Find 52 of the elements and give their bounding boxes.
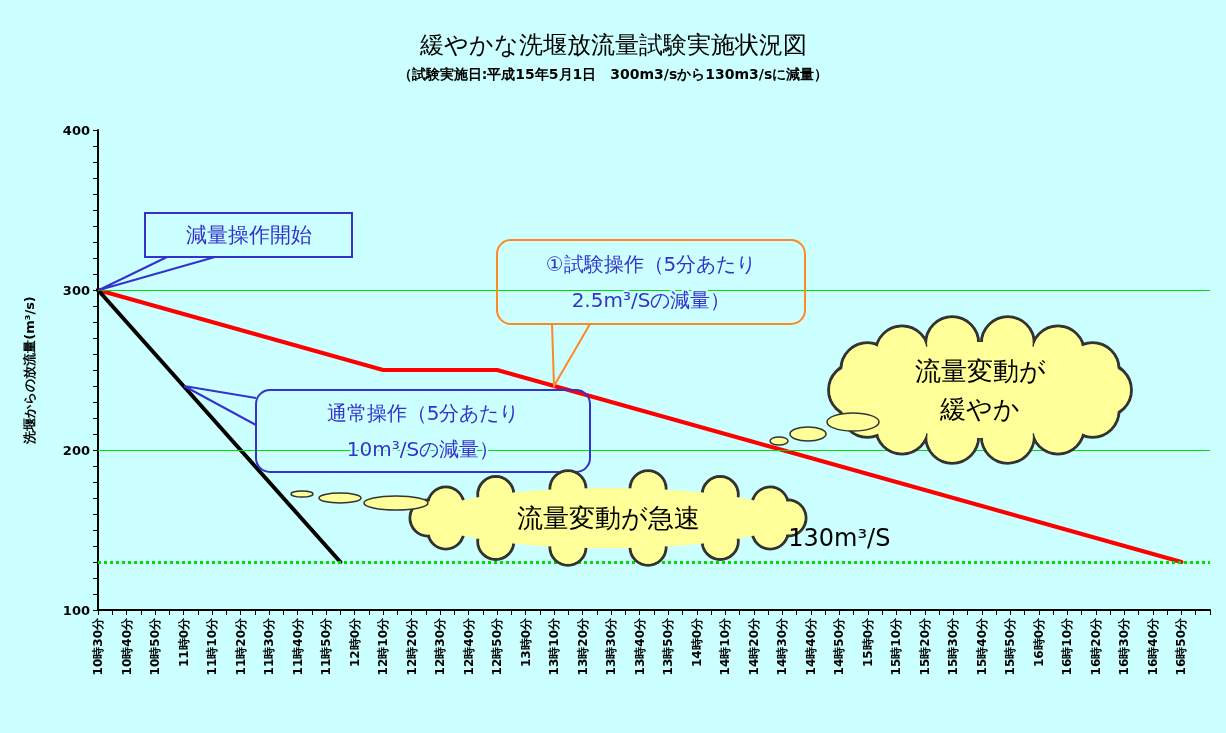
x-tick-label: 12時40分 <box>461 617 476 676</box>
x-tick-label: 11時30分 <box>262 617 277 676</box>
x-tick-label: 16時30分 <box>1117 617 1132 676</box>
x-tick-label: 10時30分 <box>91 617 105 676</box>
y-tick-label: 100 <box>62 602 90 618</box>
x-tick-label: 15時40分 <box>974 617 989 676</box>
x-tick-label: 16時40分 <box>1145 617 1160 676</box>
chart-title: 緩やかな洗堰放流量試験実施状況図 <box>418 31 807 59</box>
x-tick-label: 13時10分 <box>547 617 562 676</box>
x-tick-label: 15時20分 <box>917 617 932 676</box>
x-tick-label: 14時0分 <box>689 617 704 668</box>
x-tick-label: 11時50分 <box>319 617 334 676</box>
annotation: 流量変動が急速 <box>516 503 700 533</box>
x-tick-label: 14時20分 <box>746 617 761 676</box>
annotation: 減量操作開始 <box>185 223 312 247</box>
x-tick-label: 11時0分 <box>176 617 191 668</box>
annotation: ①試験操作（5分あたり2.5m³/Sの減量） <box>545 252 757 312</box>
x-tick-label: 11時10分 <box>205 617 220 676</box>
x-tick-label: 11時40分 <box>290 617 305 676</box>
x-tick-label: 13時40分 <box>632 617 647 676</box>
y-tick-label: 400 <box>62 122 90 138</box>
x-tick-label: 10時50分 <box>148 617 163 676</box>
x-tick-label: 13時50分 <box>661 617 676 676</box>
x-tick-label: 13時0分 <box>518 617 533 668</box>
x-tick-label: 13時20分 <box>575 617 590 676</box>
x-tick-label: 15時30分 <box>946 617 961 676</box>
x-tick-label: 15時0分 <box>860 617 875 668</box>
x-tick-label: 12時50分 <box>490 617 505 676</box>
chart-subtitle: （試験実施日:平成15年5月1日 300m3/sから130m3/sに減量） <box>397 66 829 82</box>
x-tick-label: 13時30分 <box>604 617 619 676</box>
x-tick-label: 15時50分 <box>1003 617 1018 676</box>
x-tick-label: 14時40分 <box>803 617 818 676</box>
y-axis-title: 洗堰からの放流量(m³/s) <box>22 296 37 445</box>
x-tick-label: 14時30分 <box>775 617 790 676</box>
x-tick-label: 12時30分 <box>433 617 448 676</box>
x-tick-label: 16時0分 <box>1031 617 1046 668</box>
x-tick-label: 16時10分 <box>1060 617 1075 676</box>
x-tick-label: 11時20分 <box>233 617 248 676</box>
y-tick-label: 200 <box>62 442 90 458</box>
x-tick-label: 16時20分 <box>1088 617 1103 676</box>
annotation: 流量変動が緩やか <box>914 356 1046 424</box>
ref-line-label: 130m³/S <box>788 524 891 552</box>
x-tick-label: 14時50分 <box>832 617 847 676</box>
x-tick-label: 12時20分 <box>404 617 419 676</box>
y-tick-label: 300 <box>62 282 90 298</box>
x-tick-label: 12時10分 <box>376 617 391 676</box>
line-series <box>96 288 1184 564</box>
x-tick-label: 15時10分 <box>889 617 904 676</box>
x-tick-label: 16時50分 <box>1174 617 1189 676</box>
x-tick-label: 12時0分 <box>347 617 362 668</box>
x-tick-label: 10時40分 <box>119 617 134 676</box>
x-tick-label: 14時10分 <box>718 617 733 676</box>
